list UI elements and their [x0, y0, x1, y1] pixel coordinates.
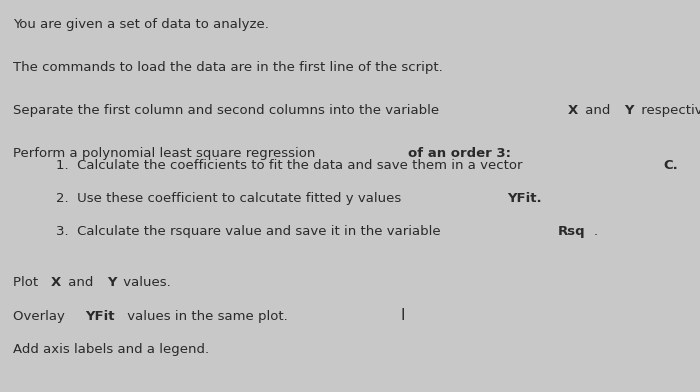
Text: of an order 3:: of an order 3:: [408, 147, 511, 160]
Text: X: X: [568, 104, 578, 117]
Text: 2.  Use these coefficient to calcutate fitted y values: 2. Use these coefficient to calcutate fi…: [56, 192, 405, 205]
Text: Separate the first column and second columns into the variable: Separate the first column and second col…: [13, 104, 443, 117]
Text: Y: Y: [624, 104, 634, 117]
Text: X: X: [50, 276, 61, 289]
Text: values.: values.: [120, 276, 171, 289]
Text: Rsq: Rsq: [558, 225, 585, 238]
Text: Plot: Plot: [13, 276, 42, 289]
Text: Y: Y: [107, 276, 117, 289]
Text: 3.  Calculate the rsquare value and save it in the variable: 3. Calculate the rsquare value and save …: [56, 225, 445, 238]
Text: values in the same plot.: values in the same plot.: [123, 310, 288, 323]
Text: respectively.: respectively.: [637, 104, 700, 117]
Text: and: and: [64, 276, 97, 289]
Text: .: .: [594, 225, 598, 238]
Text: Add axis labels and a legend.: Add axis labels and a legend.: [13, 343, 209, 356]
Text: The commands to load the data are in the first line of the script.: The commands to load the data are in the…: [13, 61, 442, 74]
Text: You are given a set of data to analyze.: You are given a set of data to analyze.: [13, 18, 269, 31]
Text: Perform a polynomial least square regression: Perform a polynomial least square regres…: [13, 147, 319, 160]
Text: I: I: [400, 308, 405, 323]
Text: YFit: YFit: [85, 310, 115, 323]
Text: and: and: [581, 104, 615, 117]
Text: 1.  Calculate the coefficients to fit the data and save them in a vector: 1. Calculate the coefficients to fit the…: [56, 159, 526, 172]
Text: C.: C.: [664, 159, 678, 172]
Text: YFit.: YFit.: [507, 192, 542, 205]
Text: Overlay: Overlay: [13, 310, 69, 323]
